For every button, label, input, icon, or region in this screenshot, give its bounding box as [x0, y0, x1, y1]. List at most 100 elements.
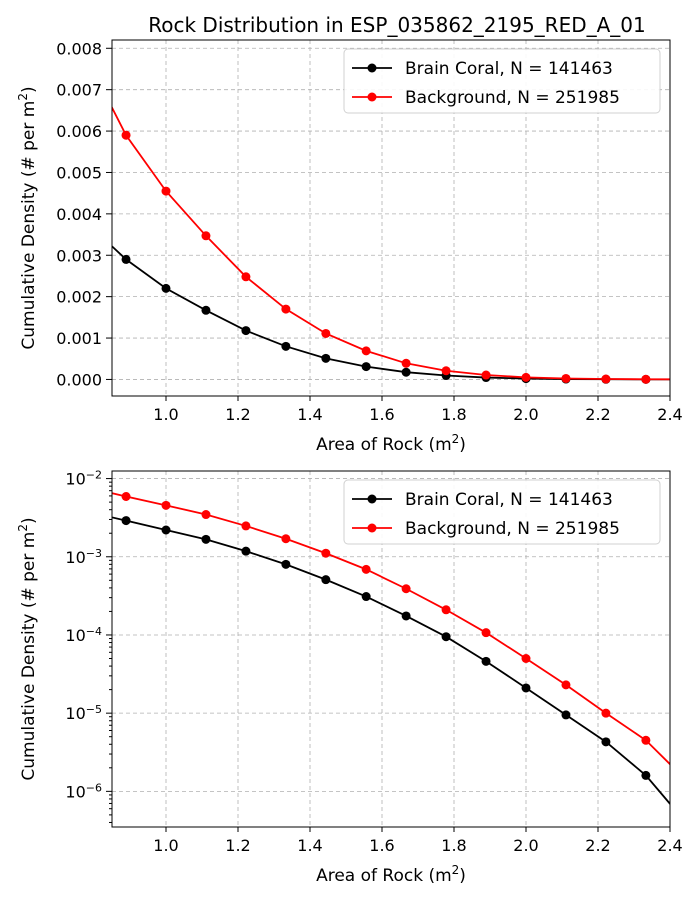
legend-marker — [367, 92, 377, 102]
x-tick-label: 2.4 — [657, 405, 682, 424]
data-point — [401, 584, 411, 594]
legend-label: Background, N = 251985 — [405, 519, 620, 539]
x-tick-label: 1.0 — [153, 836, 178, 855]
data-point — [521, 372, 531, 382]
data-point — [121, 516, 131, 526]
y-tick-label: 0.006 — [56, 122, 102, 141]
data-point — [361, 564, 371, 574]
legend-entry-1: Brain Coral, N = 141463 — [352, 490, 613, 510]
legend-entry-2: Background, N = 251985 — [352, 88, 620, 108]
y-axis-label: Cumulative Density (# per m2) — [16, 517, 39, 780]
data-point — [561, 710, 571, 720]
data-point — [641, 770, 651, 780]
data-point — [321, 575, 331, 585]
data-point — [641, 735, 651, 745]
x-tick-label: 1.8 — [441, 836, 466, 855]
data-point — [241, 326, 251, 336]
data-point — [441, 605, 451, 615]
y-tick-label: 0.007 — [56, 81, 102, 100]
series-line — [112, 245, 670, 381]
x-tick-label: 2.2 — [585, 405, 610, 424]
data-point — [201, 305, 211, 315]
y-tick-label: 10−3 — [65, 546, 102, 567]
data-point — [401, 358, 411, 368]
data-point — [241, 546, 251, 556]
y-tick-label: 0.003 — [56, 246, 102, 265]
x-tick-label: 2.0 — [513, 836, 538, 855]
y-tick-label: 0.002 — [56, 288, 102, 307]
data-point — [161, 525, 171, 535]
chart-title: Rock Distribution in ESP_035862_2195_RED… — [148, 13, 646, 37]
data-point — [201, 231, 211, 241]
data-point — [521, 654, 531, 664]
x-tick-label: 1.4 — [297, 405, 322, 424]
legend-entry-2: Background, N = 251985 — [352, 519, 620, 539]
x-tick-label: 2.4 — [657, 836, 682, 855]
legend-box — [343, 48, 661, 114]
y-tick-label: 0.001 — [56, 329, 102, 348]
data-point — [161, 500, 171, 510]
x-tick-label: 1.8 — [441, 405, 466, 424]
legend-label: Background, N = 251985 — [405, 88, 620, 108]
series-2 — [112, 491, 670, 766]
legend: Brain Coral, N = 141463 Background, N = 2… — [343, 48, 661, 114]
data-point — [481, 656, 491, 666]
x-tick-label: 2.2 — [585, 836, 610, 855]
data-point — [361, 592, 371, 602]
data-point — [401, 611, 411, 621]
y-tick-label: 10−5 — [65, 703, 102, 724]
series-1 — [112, 245, 670, 384]
data-point — [561, 373, 571, 383]
data-point — [321, 353, 331, 363]
data-point — [441, 632, 451, 642]
x-tick-label: 1.4 — [297, 836, 322, 855]
legend-entry-1: Brain Coral, N = 141463 — [352, 59, 613, 79]
data-point — [281, 304, 291, 314]
data-point — [281, 534, 291, 544]
legend: Brain Coral, N = 141463 Background, N = 2… — [343, 479, 661, 545]
data-point — [161, 186, 171, 196]
data-point — [201, 534, 211, 544]
series-line — [112, 516, 670, 806]
x-axis-label: Area of Rock (m2) — [316, 863, 466, 886]
data-point — [401, 367, 411, 377]
data-point — [321, 328, 331, 338]
data-point — [281, 559, 291, 569]
legend-marker — [367, 63, 377, 73]
data-point — [121, 254, 131, 264]
y-tick-label: 10−6 — [65, 781, 102, 802]
data-point — [161, 283, 171, 293]
series-line — [112, 105, 670, 381]
y-tick-label: 0.008 — [56, 39, 102, 58]
x-axis-label: Area of Rock (m2) — [316, 432, 466, 455]
plot-frame — [111, 39, 671, 397]
x-tick-label: 1.6 — [369, 405, 394, 424]
data-point — [481, 628, 491, 638]
data-point — [521, 683, 531, 693]
y-tick-label: 0.005 — [56, 163, 102, 182]
y-tick-label: 10−2 — [65, 468, 102, 489]
data-point — [361, 346, 371, 356]
data-point — [601, 737, 611, 747]
data-point — [241, 521, 251, 531]
data-point — [561, 680, 571, 690]
x-tick-label: 1.2 — [225, 836, 250, 855]
data-point — [441, 366, 451, 376]
data-point — [601, 374, 611, 384]
x-tick-label: 2.0 — [513, 405, 538, 424]
x-tick-label: 1.2 — [225, 405, 250, 424]
chart-panel-1: 1.0 1.2 1.4 1.6 1.8 2.0 2.2 2.4 0.000 0.001 0.002 0… — [16, 13, 683, 455]
data-point — [281, 341, 291, 351]
series-line — [112, 492, 670, 766]
legend-box — [343, 479, 661, 545]
data-point — [201, 510, 211, 520]
legend-marker — [367, 523, 377, 533]
data-point — [121, 130, 131, 140]
series-1 — [112, 516, 670, 806]
legend-marker — [367, 494, 377, 504]
y-tick-label: 0.004 — [56, 205, 102, 224]
x-tick-label: 1.6 — [369, 836, 394, 855]
data-point — [241, 272, 251, 282]
data-point — [121, 491, 131, 501]
